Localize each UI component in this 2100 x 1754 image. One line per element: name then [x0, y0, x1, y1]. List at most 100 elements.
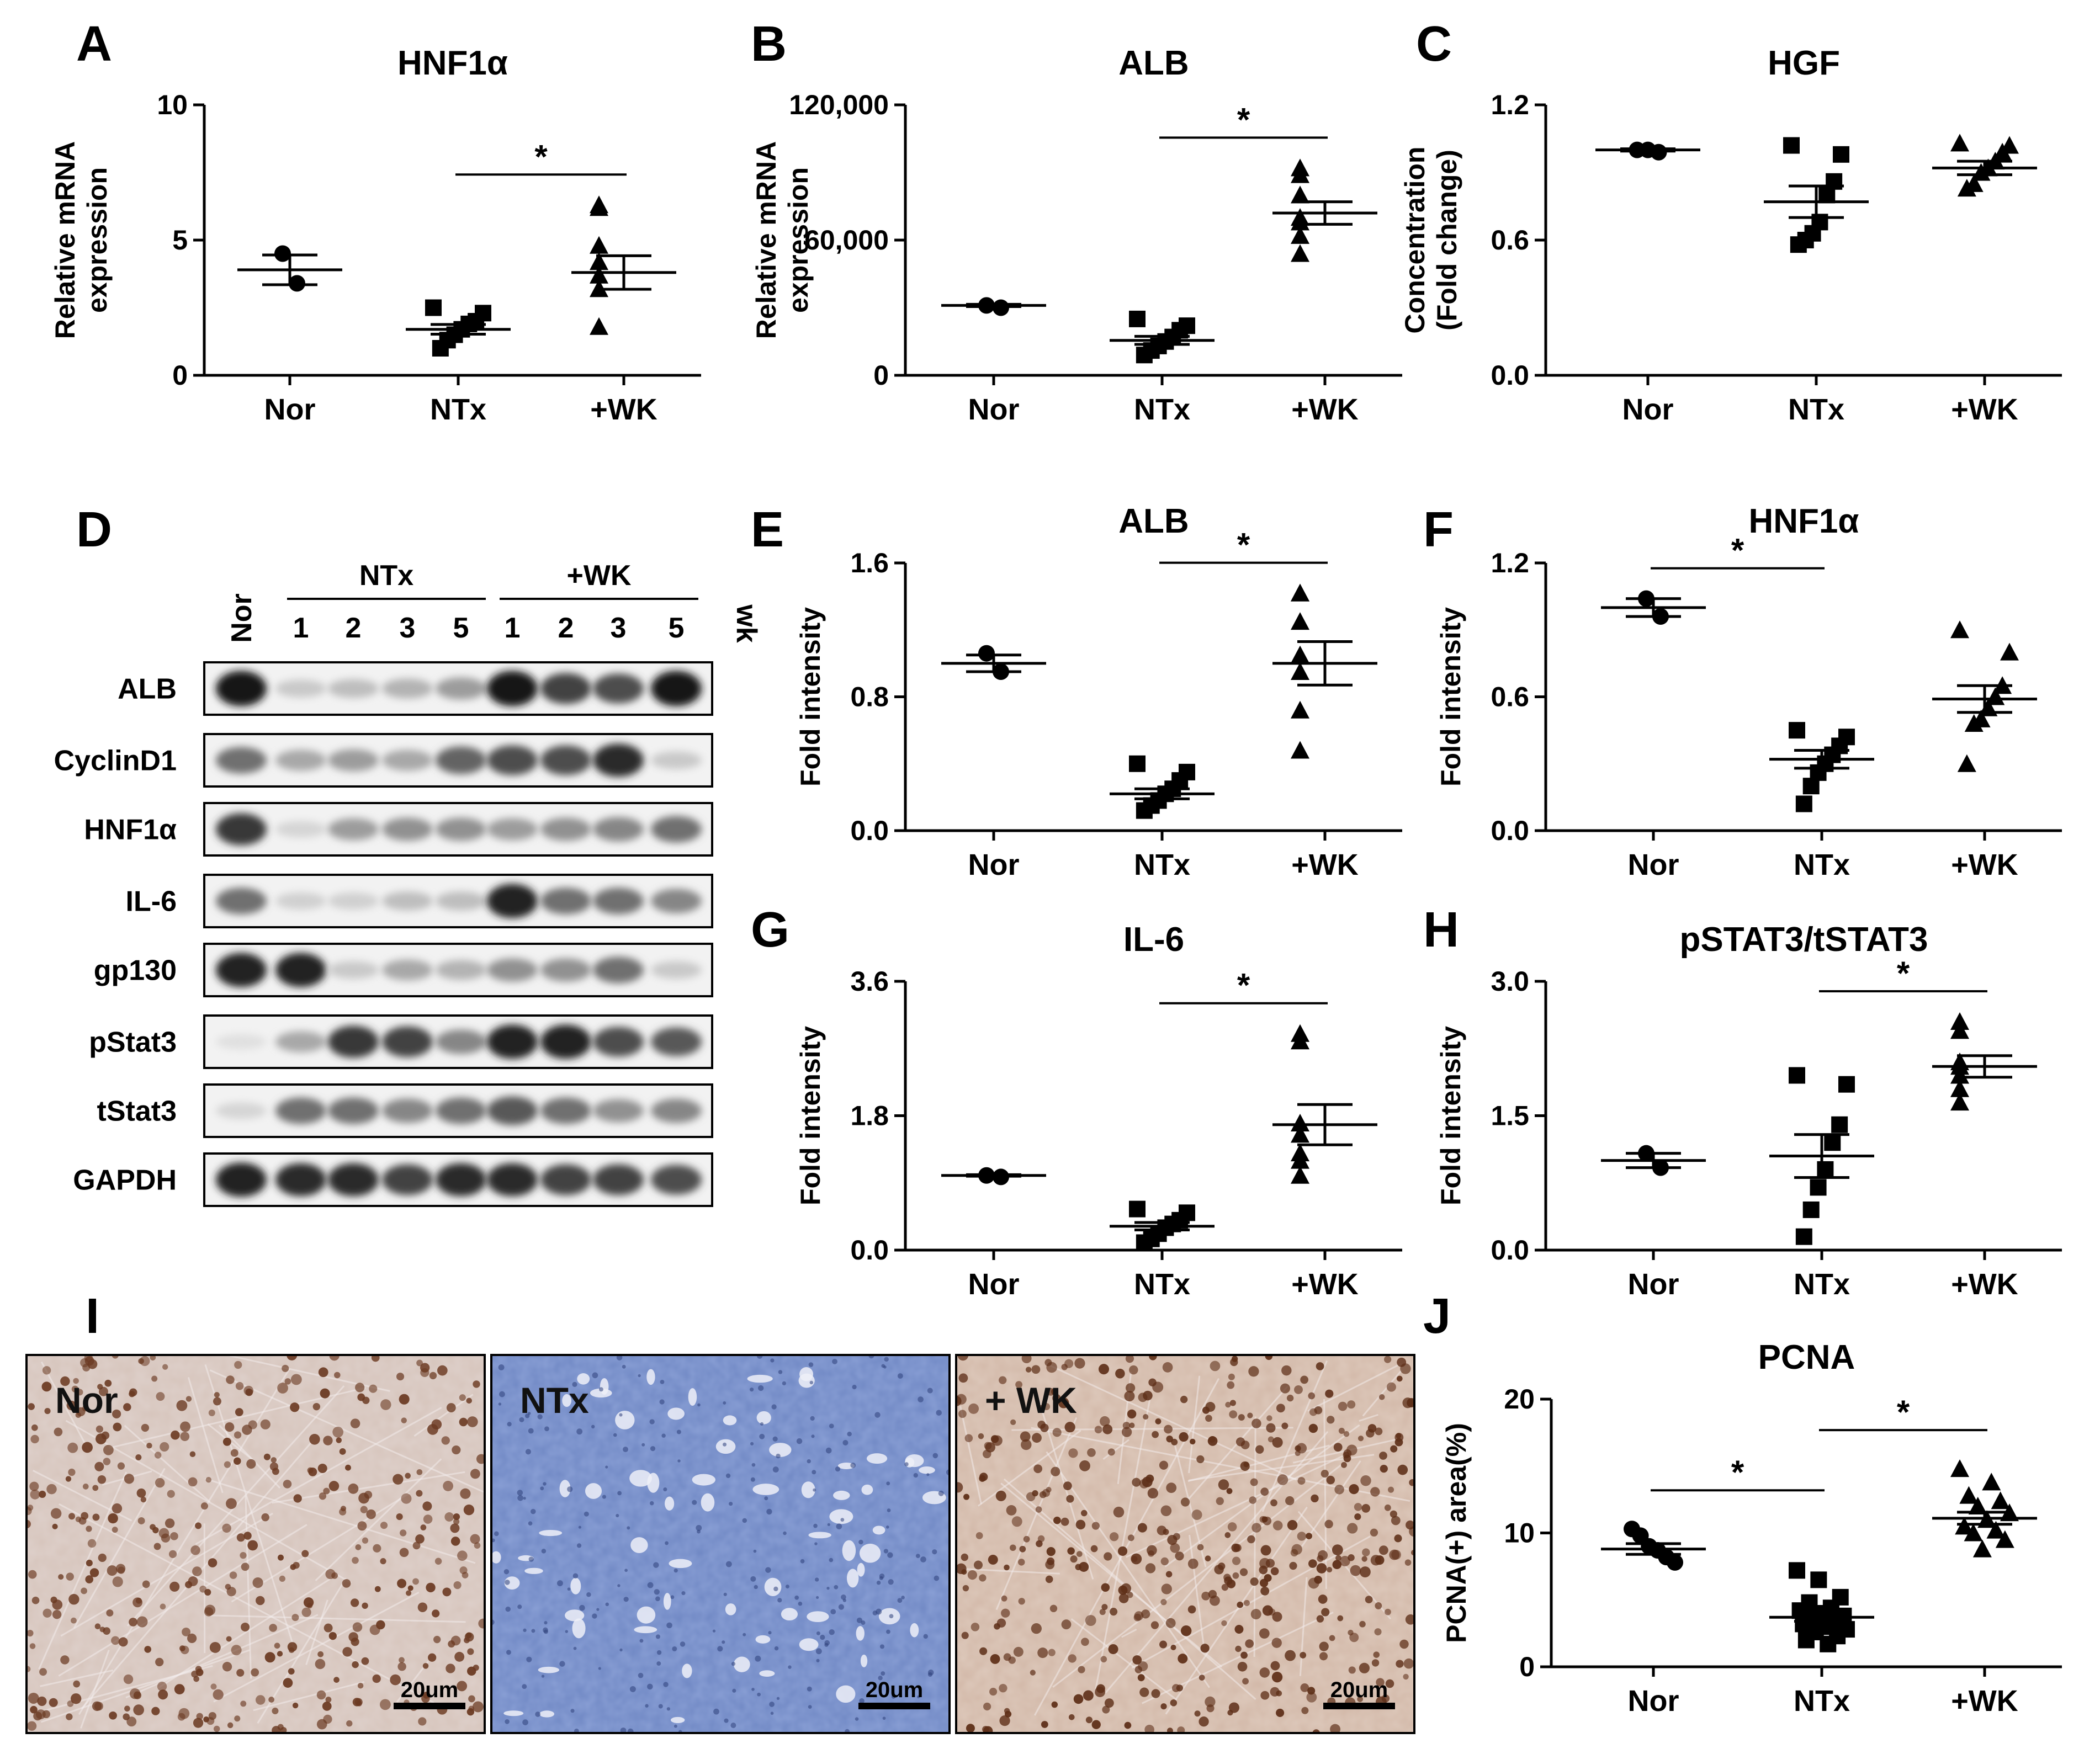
chart-title: ALB [1118, 44, 1189, 82]
data-point [1802, 778, 1820, 795]
nucleus [557, 1580, 563, 1587]
nucleus [1271, 1638, 1282, 1648]
nucleus [1335, 1555, 1341, 1561]
blot-row-label: gp130 [94, 955, 177, 987]
tubule-lumen [859, 1543, 881, 1563]
nucleus [1121, 1427, 1132, 1437]
nucleus [824, 1643, 829, 1647]
nucleus [235, 1382, 244, 1390]
nucleus [180, 1432, 190, 1442]
nucleus [50, 1508, 62, 1519]
nucleus [1205, 1415, 1212, 1422]
nucleus [1237, 1601, 1244, 1608]
nucleus [1276, 1690, 1282, 1697]
nucleus [1138, 1392, 1148, 1402]
nucleus [829, 1629, 835, 1635]
nucleus [961, 1631, 969, 1639]
nucleus [46, 1484, 57, 1495]
nucleus [697, 1403, 701, 1407]
nucleus [323, 1487, 330, 1495]
nucleus [934, 1575, 940, 1581]
nucleus [1260, 1487, 1269, 1496]
nucleus [141, 1423, 150, 1432]
nucleus [188, 1576, 198, 1586]
nucleus [1010, 1544, 1016, 1551]
nucleus [766, 1508, 772, 1515]
micrograph-label: Nor [55, 1380, 118, 1421]
tubule-lumen [630, 1537, 648, 1553]
nucleus [316, 1690, 326, 1700]
nucleus [75, 1412, 81, 1418]
sinusoid [40, 1649, 250, 1723]
nucleus [834, 1585, 839, 1590]
nucleus [599, 1387, 603, 1392]
nucleus [301, 1607, 311, 1617]
blot-band [487, 1024, 538, 1059]
nucleus [406, 1590, 412, 1596]
nucleus [1096, 1684, 1105, 1693]
data-point [1790, 236, 1807, 253]
x-category-label: +WK [1951, 1684, 2018, 1718]
x-category-label: NTx [430, 393, 486, 426]
nucleus [200, 1502, 208, 1510]
blot-band [382, 959, 433, 981]
nucleus [1255, 1445, 1264, 1454]
nucleus [240, 1552, 247, 1559]
nucleus [291, 1614, 299, 1622]
blot-band [651, 1165, 702, 1195]
nucleus [1104, 1552, 1112, 1561]
nucleus [442, 1587, 452, 1597]
blot-band [651, 751, 702, 769]
nucleus [470, 1534, 480, 1544]
significance-star: * [1897, 1394, 1910, 1431]
nucleus [1332, 1560, 1342, 1570]
nucleus [891, 1694, 896, 1699]
nucleus [878, 1676, 883, 1681]
nucleus [1270, 1567, 1279, 1576]
tubule-lumen [570, 1577, 581, 1594]
y-tick-label: 0 [1519, 1651, 1535, 1682]
nucleus [1227, 1522, 1237, 1532]
blot-band [651, 1098, 702, 1123]
nucleus [1170, 1699, 1178, 1707]
nucleus [1240, 1651, 1248, 1659]
data-point [1136, 1234, 1153, 1251]
nucleus [429, 1372, 437, 1380]
nucleus [655, 1596, 660, 1602]
nucleus [155, 1477, 165, 1488]
nucleus [1391, 1550, 1401, 1560]
nucleus [1330, 1724, 1341, 1733]
nucleus [884, 1357, 889, 1362]
blot-band [328, 1163, 379, 1197]
nucleus [92, 1485, 99, 1491]
nucleus [1341, 1461, 1347, 1468]
nucleus [1023, 1535, 1030, 1543]
nucleus [426, 1582, 436, 1593]
tubule-lumen [756, 1411, 771, 1425]
y-tick-label: 1.8 [850, 1101, 889, 1131]
nucleus [226, 1587, 236, 1597]
nucleus [1321, 1469, 1329, 1478]
chart-hnf1a-mrna: 0 5 10 Nor NTx +WK HNF1α Relative mRNA expressio… [50, 44, 701, 426]
nucleus [544, 1621, 548, 1625]
nucleus [616, 1514, 619, 1518]
nucleus [742, 1518, 747, 1523]
nucleus [446, 1663, 455, 1673]
nucleus [463, 1504, 475, 1516]
blot-band [436, 1097, 486, 1124]
nucleus [623, 1597, 629, 1602]
nucleus [1074, 1358, 1085, 1369]
nucleus [1046, 1362, 1057, 1373]
nucleus [428, 1653, 437, 1662]
nucleus [876, 1580, 881, 1585]
nucleus [1101, 1604, 1108, 1611]
nucleus [525, 1413, 530, 1418]
nucleus [1060, 1517, 1069, 1526]
nucleus [519, 1417, 524, 1422]
blot-band [487, 818, 538, 841]
nucleus [372, 1674, 381, 1683]
data-point [1831, 1116, 1848, 1133]
nucleus [1242, 1678, 1249, 1685]
nucleus [765, 1567, 771, 1573]
nucleus [362, 1602, 368, 1609]
